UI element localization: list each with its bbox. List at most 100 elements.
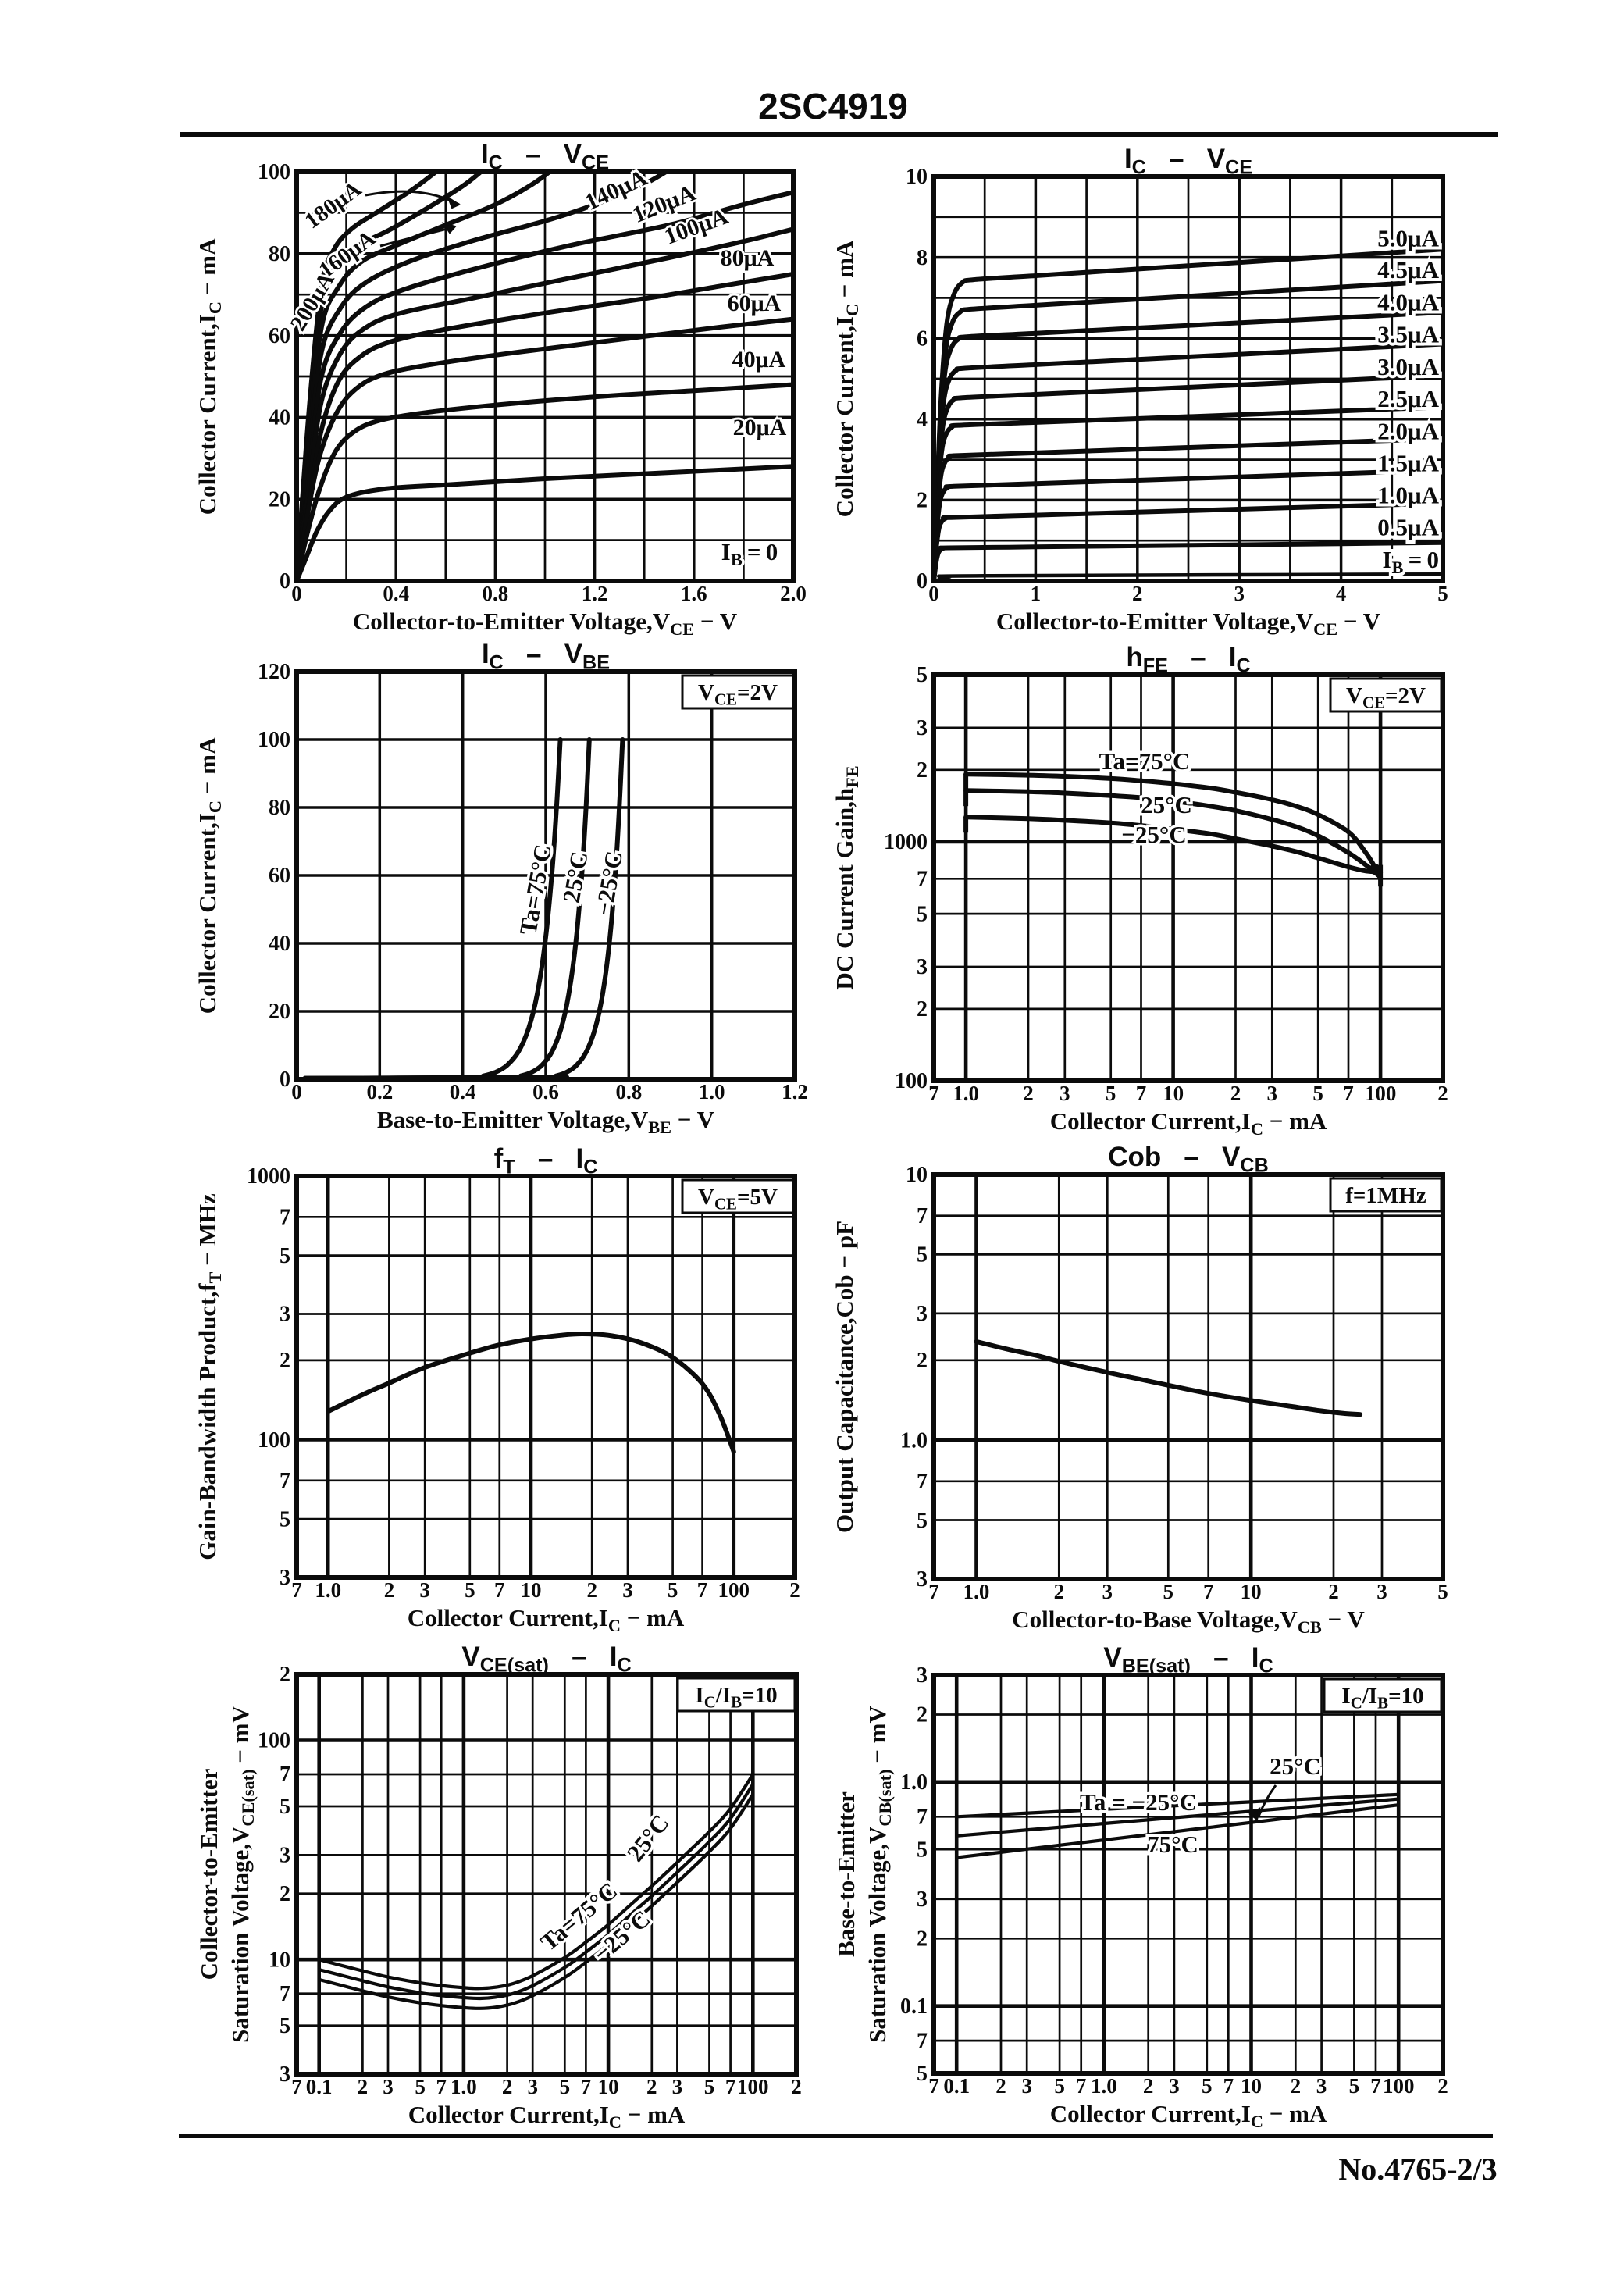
svg-text:1.2: 1.2: [782, 1080, 808, 1103]
svg-text:7: 7: [917, 2029, 928, 2053]
svg-text:3: 3: [280, 1844, 290, 1868]
svg-text:Collector-to-Emitter Voltage,V: Collector-to-Emitter Voltage,VCE​ − V: [996, 608, 1381, 639]
svg-text:5: 5: [917, 2062, 928, 2086]
svg-text:2: 2: [917, 1349, 928, 1373]
svg-text:0: 0: [917, 569, 928, 594]
svg-text:fT​ – IC​: fT​ – IC​: [494, 1143, 598, 1178]
svg-text:2: 2: [1132, 582, 1143, 605]
svg-text:2: 2: [1023, 1082, 1034, 1105]
svg-text:5: 5: [668, 1578, 678, 1602]
svg-text:Saturation Voltage,VCB(sat)​ −: Saturation Voltage,VCB(sat)​ − mV: [864, 1706, 895, 2043]
svg-text:5: 5: [917, 663, 928, 687]
svg-text:7: 7: [280, 1206, 290, 1230]
svg-text:IC​ – VCE​: IC​ – VCE​: [481, 139, 609, 174]
svg-text:IB​ = 0: IB​ = 0: [721, 538, 778, 569]
svg-text:VCE(sat)​ – IC​: VCE(sat)​ – IC​: [461, 1642, 631, 1677]
svg-text:IC​/IB​=10: IC​/IB​=10: [695, 1683, 777, 1711]
svg-text:1.5μA: 1.5μA: [1377, 449, 1439, 476]
svg-text:3: 3: [280, 2062, 290, 2087]
svg-text:Collector Current,IC​ − mA: Collector Current,IC​ − mA: [1050, 2100, 1327, 2131]
svg-text:IC​ – VBE​: IC​ – VBE​: [482, 639, 610, 674]
svg-text:10: 10: [598, 2075, 619, 2098]
svg-text:2: 2: [917, 758, 928, 783]
svg-text:0.4: 0.4: [450, 1080, 476, 1103]
svg-text:4.0μA: 4.0μA: [1377, 289, 1439, 316]
svg-text:80: 80: [269, 242, 290, 266]
svg-text:100: 100: [718, 1578, 750, 1602]
svg-text:Saturation Voltage,VCE(sat)​ −: Saturation Voltage,VCE(sat)​ − mV: [226, 1706, 258, 2043]
svg-text:3: 3: [917, 955, 928, 979]
svg-text:DC Current Gain,hFE​: DC Current Gain,hFE​: [831, 765, 862, 989]
svg-text:5: 5: [1437, 1580, 1448, 1603]
svg-text:2: 2: [1437, 2074, 1448, 2098]
svg-text:3: 3: [280, 1303, 290, 1327]
svg-text:100: 100: [258, 728, 290, 752]
svg-text:5: 5: [917, 1838, 928, 1862]
svg-text:2: 2: [791, 2075, 802, 2098]
svg-text:2SC4919: 2SC4919: [758, 86, 908, 127]
svg-text:5: 5: [280, 1795, 290, 1819]
svg-text:Collector Current,IC​ − mA: Collector Current,IC​ − mA: [194, 736, 225, 1014]
svg-text:2: 2: [1230, 1082, 1241, 1105]
svg-text:3: 3: [1102, 1580, 1113, 1603]
svg-text:80: 80: [269, 796, 290, 820]
svg-text:10: 10: [906, 1163, 928, 1187]
svg-text:7: 7: [917, 1470, 928, 1494]
svg-text:VBE(sat)​ – IC​: VBE(sat)​ – IC​: [1103, 1642, 1273, 1677]
svg-text:3: 3: [1376, 1580, 1387, 1603]
svg-text:0: 0: [928, 582, 939, 605]
svg-text:Gain-Bandwidth Product,fT​ − M: Gain-Bandwidth Product,fT​ − MHz: [194, 1193, 225, 1560]
svg-text:3: 3: [622, 1578, 633, 1602]
svg-text:f=1MHz: f=1MHz: [1345, 1183, 1426, 1208]
svg-text:5: 5: [1312, 1082, 1323, 1105]
svg-text:IB​ = 0: IB​ = 0: [1382, 546, 1439, 577]
svg-text:Output Capacitance,Cob − pF: Output Capacitance,Cob − pF: [831, 1221, 858, 1533]
svg-text:2: 2: [1328, 1580, 1339, 1603]
svg-text:7: 7: [280, 1469, 290, 1493]
svg-text:7: 7: [725, 2075, 736, 2098]
svg-text:2.0: 2.0: [780, 582, 807, 605]
svg-text:5: 5: [917, 1509, 928, 1533]
svg-text:7: 7: [1223, 2074, 1234, 2098]
svg-text:1.2: 1.2: [582, 582, 608, 605]
svg-text:0: 0: [291, 1080, 302, 1103]
svg-text:10: 10: [269, 1948, 290, 1972]
svg-text:3: 3: [917, 716, 928, 740]
svg-text:25°C: 25°C: [1270, 1752, 1321, 1780]
svg-text:10: 10: [1241, 2074, 1262, 2098]
svg-text:100: 100: [895, 1069, 928, 1093]
svg-text:7: 7: [1203, 1580, 1214, 1603]
svg-text:40μA: 40μA: [732, 347, 786, 373]
svg-text:7: 7: [1136, 1082, 1147, 1105]
svg-text:VCE​=2V: VCE​=2V: [1346, 683, 1426, 711]
svg-text:2: 2: [384, 1578, 395, 1602]
svg-text:1.0: 1.0: [900, 1428, 928, 1453]
svg-text:4: 4: [917, 408, 928, 432]
svg-text:2: 2: [358, 2075, 369, 2098]
svg-text:VCE​=5V: VCE​=5V: [698, 1185, 778, 1213]
svg-text:2: 2: [646, 2075, 657, 2098]
svg-text:3: 3: [1234, 582, 1245, 605]
svg-text:3: 3: [917, 1302, 928, 1326]
svg-text:3: 3: [917, 1888, 928, 1912]
svg-text:1: 1: [1031, 582, 1042, 605]
svg-text:Cob – VCB​: Cob – VCB​: [1108, 1142, 1269, 1177]
svg-text:0: 0: [280, 1068, 290, 1092]
svg-text:5: 5: [1163, 1580, 1174, 1603]
svg-text:100: 100: [258, 1428, 290, 1453]
svg-text:Base-to-Emitter: Base-to-Emitter: [832, 1791, 860, 1957]
svg-text:7: 7: [291, 1578, 302, 1602]
svg-text:0.8: 0.8: [615, 1080, 642, 1103]
svg-text:3: 3: [1267, 1082, 1278, 1105]
svg-text:2: 2: [917, 489, 928, 513]
svg-text:20: 20: [269, 1000, 290, 1024]
svg-text:75°C: 75°C: [1147, 1831, 1198, 1858]
svg-text:2: 2: [1054, 1580, 1065, 1603]
svg-text:40: 40: [269, 932, 290, 956]
svg-text:3: 3: [419, 1578, 430, 1602]
svg-text:1000: 1000: [247, 1164, 290, 1189]
svg-text:1.0: 1.0: [1091, 2074, 1117, 2098]
svg-text:1.0μA: 1.0μA: [1377, 482, 1439, 509]
svg-text:40: 40: [269, 406, 290, 430]
svg-text:5: 5: [1349, 2074, 1360, 2098]
